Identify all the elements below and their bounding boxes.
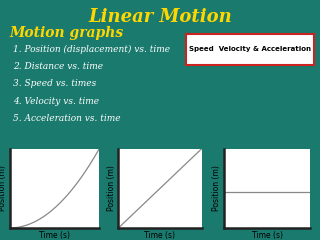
X-axis label: Time (s): Time (s) [252, 231, 283, 240]
X-axis label: Time (s): Time (s) [39, 231, 70, 240]
Text: Motion graphs: Motion graphs [10, 26, 124, 40]
Text: 2. Distance vs. time: 2. Distance vs. time [13, 62, 103, 71]
Text: 4. Velocity vs. time: 4. Velocity vs. time [13, 97, 99, 106]
Text: Speed  Velocity & Acceleration: Speed Velocity & Acceleration [188, 46, 311, 52]
Text: 3. Speed vs. times: 3. Speed vs. times [13, 79, 96, 89]
Y-axis label: Position (m): Position (m) [107, 165, 116, 211]
Text: Linear Motion: Linear Motion [88, 8, 232, 26]
Text: 5. Acceleration vs. time: 5. Acceleration vs. time [13, 114, 120, 124]
X-axis label: Time (s): Time (s) [145, 231, 175, 240]
Y-axis label: Position (m): Position (m) [0, 165, 7, 211]
Y-axis label: Position (m): Position (m) [212, 165, 221, 211]
Text: 1. Position (displacement) vs. time: 1. Position (displacement) vs. time [13, 44, 170, 54]
